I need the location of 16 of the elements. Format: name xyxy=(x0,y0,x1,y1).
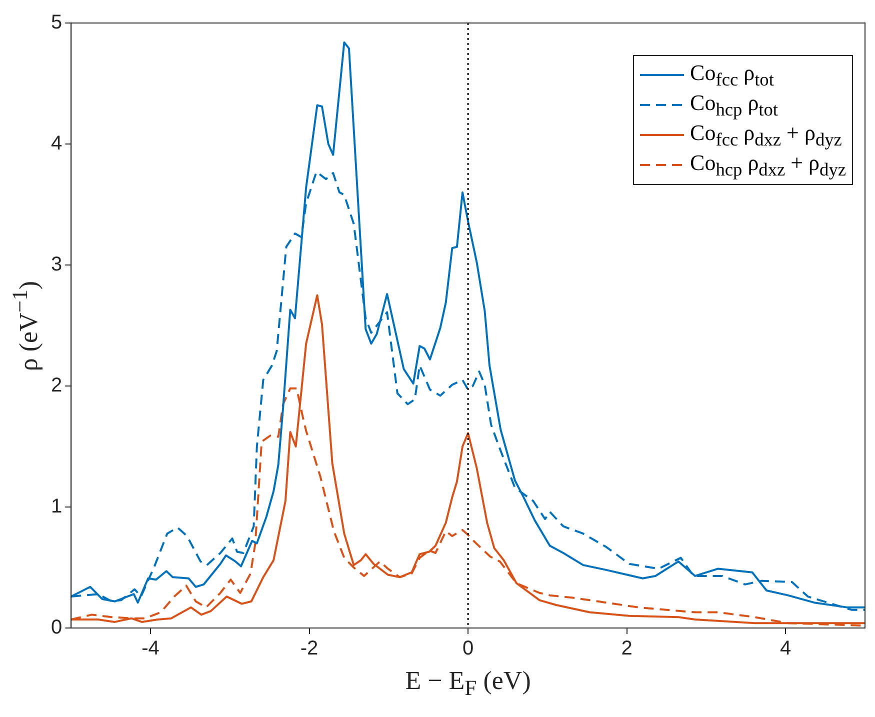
legend-label: Co$_{hcp}$ ρ$_{tot}$ xyxy=(690,90,778,120)
x-axis-title: E − E$_{F}$ (eV) xyxy=(404,666,532,702)
x-tick-label: -2 xyxy=(300,638,318,660)
legend-label: Co$_{fcc}$ ρ$_{dxz}$ + ρ$_{dyz}$ xyxy=(690,120,842,150)
legend-label: Co$_{hcp}$ ρ$_{dxz}$ + ρ$_{dyz}$ xyxy=(690,150,846,180)
x-tick-label: -4 xyxy=(142,638,160,660)
x-tick-label: 0 xyxy=(462,638,474,660)
legend-label: Co$_{fcc}$ ρ$_{tot}$ xyxy=(690,60,774,90)
y-tick-label: 5 xyxy=(51,12,62,34)
y-tick-label: 1 xyxy=(51,496,62,518)
y-tick-label: 3 xyxy=(51,254,62,276)
x-tick-label: 2 xyxy=(621,638,632,660)
y-tick-label: 0 xyxy=(51,616,62,639)
y-tick-label: 4 xyxy=(51,132,62,155)
x-tick-label: 4 xyxy=(780,638,792,660)
y-tick-label: 2 xyxy=(51,374,62,397)
